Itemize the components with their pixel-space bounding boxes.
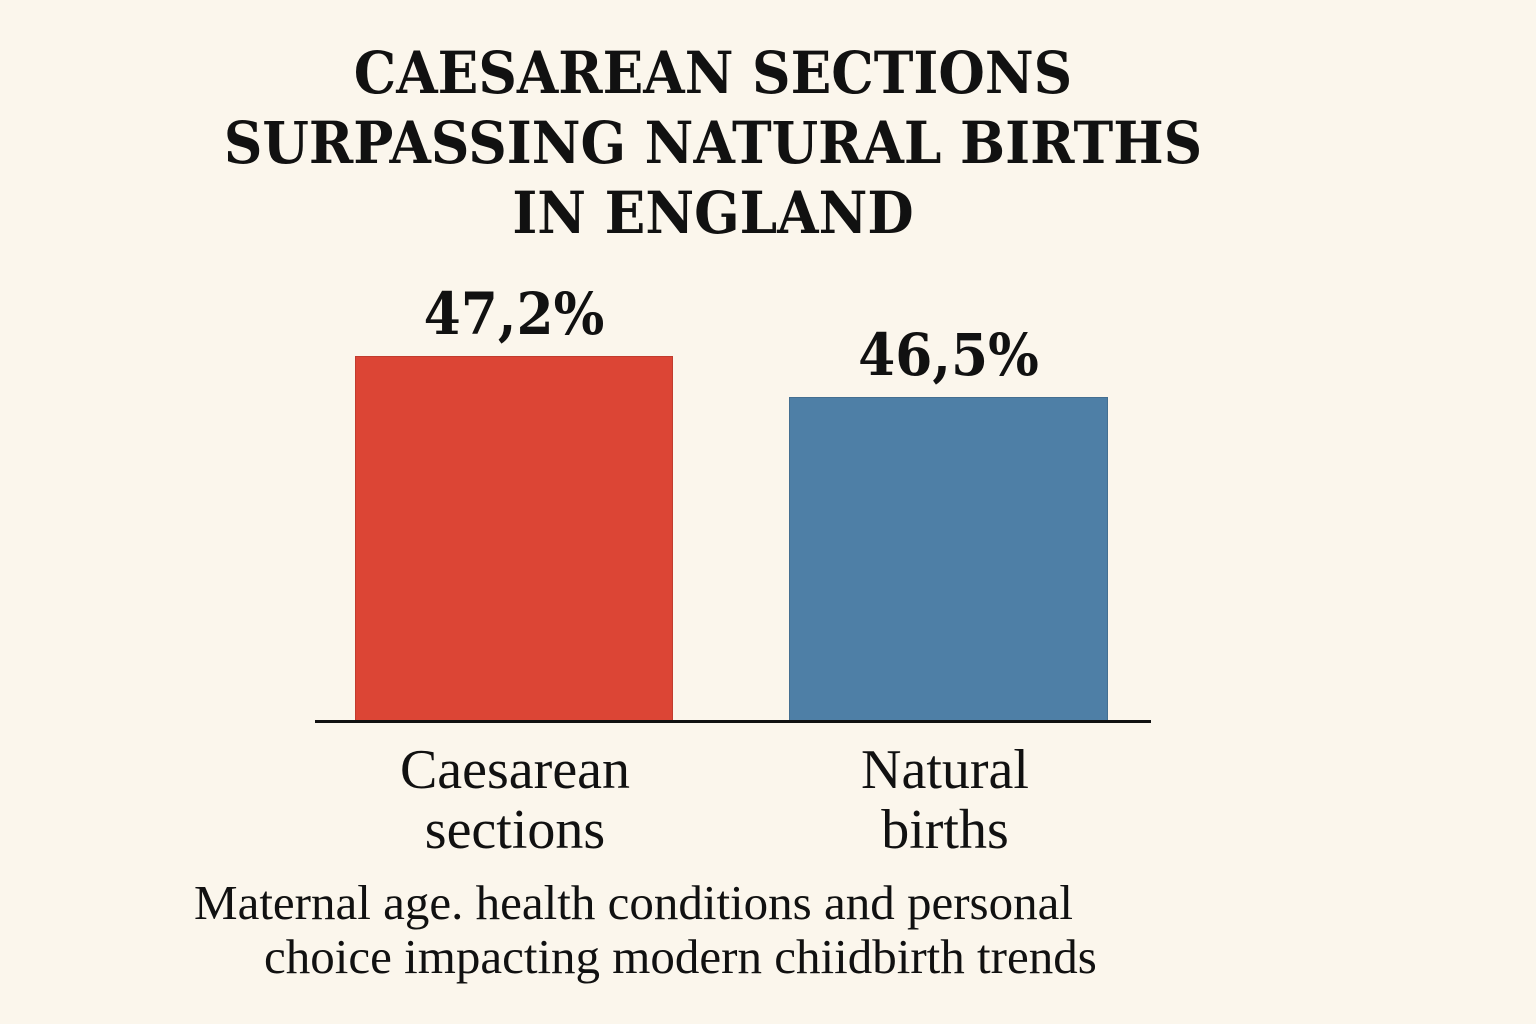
category-label-natural-line-2: births: [881, 799, 1009, 861]
bar-caesarean-sections: [355, 356, 673, 722]
category-label-caesarean-line-2: sections: [424, 799, 606, 861]
chart-title-line-3: IN ENGLAND: [512, 179, 914, 247]
bar-value-label-caesarean: 47,2%: [423, 280, 605, 348]
chart-title-line-1: CAESAREAN SECTIONS: [353, 39, 1073, 107]
chart-title: CAESAREAN SECTIONS SURPASSING NATURAL BI…: [57, 38, 1369, 248]
bar-natural-births: [789, 397, 1108, 722]
chart-title-line-2: SURPASSING NATURAL BIRTHS: [223, 109, 1203, 177]
caption-line-2: choice impacting modern chiidbirth trend…: [264, 929, 1097, 984]
caption-line-1: Maternal age. health conditions and pers…: [194, 875, 1073, 930]
bar-value-label-natural: 46,5%: [858, 321, 1039, 389]
category-label-caesarean-line-1: Caesarean: [399, 739, 631, 801]
category-label-natural: Natural births: [745, 740, 1145, 860]
category-label-caesarean: Caesarean sections: [315, 740, 715, 860]
category-label-natural-line-1: Natural: [861, 739, 1029, 801]
chart-caption: Maternal age. health conditions and pers…: [180, 876, 1260, 984]
x-axis-baseline: [315, 720, 1151, 723]
